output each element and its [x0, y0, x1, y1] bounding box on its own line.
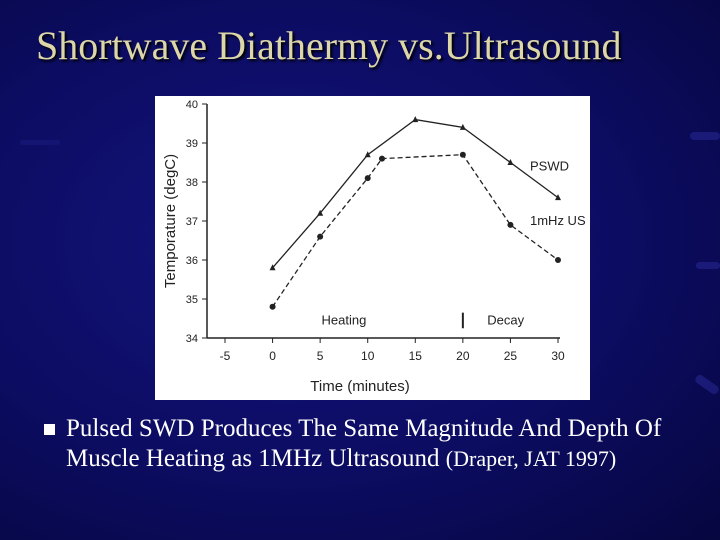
data-point-triangle [269, 264, 276, 271]
temperature-line-chart: 34 35 36 37 38 39 40 -5 0 5 10 15 20 25 30 PSWD 1mHz US… [162, 99, 586, 395]
data-point-circle [364, 175, 371, 182]
y-tick-label: 36 [186, 255, 198, 267]
chart-panel: 34 35 36 37 38 39 40 -5 0 5 10 15 20 25 30 PSWD 1mHz US… [155, 96, 590, 400]
series-line [272, 118, 559, 269]
data-point-circle [555, 257, 561, 263]
x-tick-label: 30 [551, 349, 565, 363]
bullet-text: Pulsed SWD Produces The Same Magnitude A… [66, 415, 662, 472]
x-tick-label: 10 [361, 349, 375, 363]
x-tick-label: 25 [504, 349, 518, 363]
bullet-square-icon [44, 424, 55, 435]
x-tick-label: 0 [269, 349, 276, 363]
bullet-citation: (Draper, JAT 1997) [445, 446, 617, 471]
x-tick-label: 20 [456, 349, 470, 363]
data-point-circle [378, 155, 385, 162]
data-point-triangle [507, 159, 514, 165]
y-tick-label: 34 [186, 333, 198, 345]
series-label: PSWD [530, 158, 569, 173]
data-point-circle [507, 221, 514, 228]
series-label: 1mHz US [530, 213, 586, 228]
data-point-triangle [364, 151, 371, 158]
y-tick-label: 38 [186, 177, 198, 189]
background-streak [693, 373, 720, 396]
slide-title: Shortwave Diathermy vs.Ultrasound [36, 23, 622, 68]
data-point-triangle [317, 209, 324, 216]
x-axis-label: Time (minutes) [310, 378, 409, 395]
y-axis-label: Temporature (degC) [162, 154, 179, 288]
data-point-triangle [412, 116, 419, 123]
phase-annotation: Decay [487, 312, 524, 327]
x-tick-label: -5 [220, 349, 231, 363]
series-line [272, 154, 559, 308]
y-tick-label: 37 [186, 216, 198, 228]
x-tick-label: 15 [409, 349, 423, 363]
data-point-triangle [555, 194, 561, 201]
phase-annotation: Heating [322, 312, 367, 327]
data-point-circle [459, 151, 466, 158]
y-tick-label: 40 [186, 99, 198, 111]
data-point-circle [269, 303, 276, 310]
background-streak [696, 262, 720, 269]
bullet-point: Pulsed SWD Produces The Same Magnitude A… [44, 414, 704, 474]
background-streak [690, 132, 720, 140]
background-streak [20, 140, 60, 145]
y-tick-label: 35 [186, 294, 198, 306]
data-point-triangle [459, 123, 466, 130]
x-tick-label: 5 [317, 349, 324, 363]
data-point-circle [317, 233, 324, 240]
y-tick-label: 39 [186, 138, 198, 150]
